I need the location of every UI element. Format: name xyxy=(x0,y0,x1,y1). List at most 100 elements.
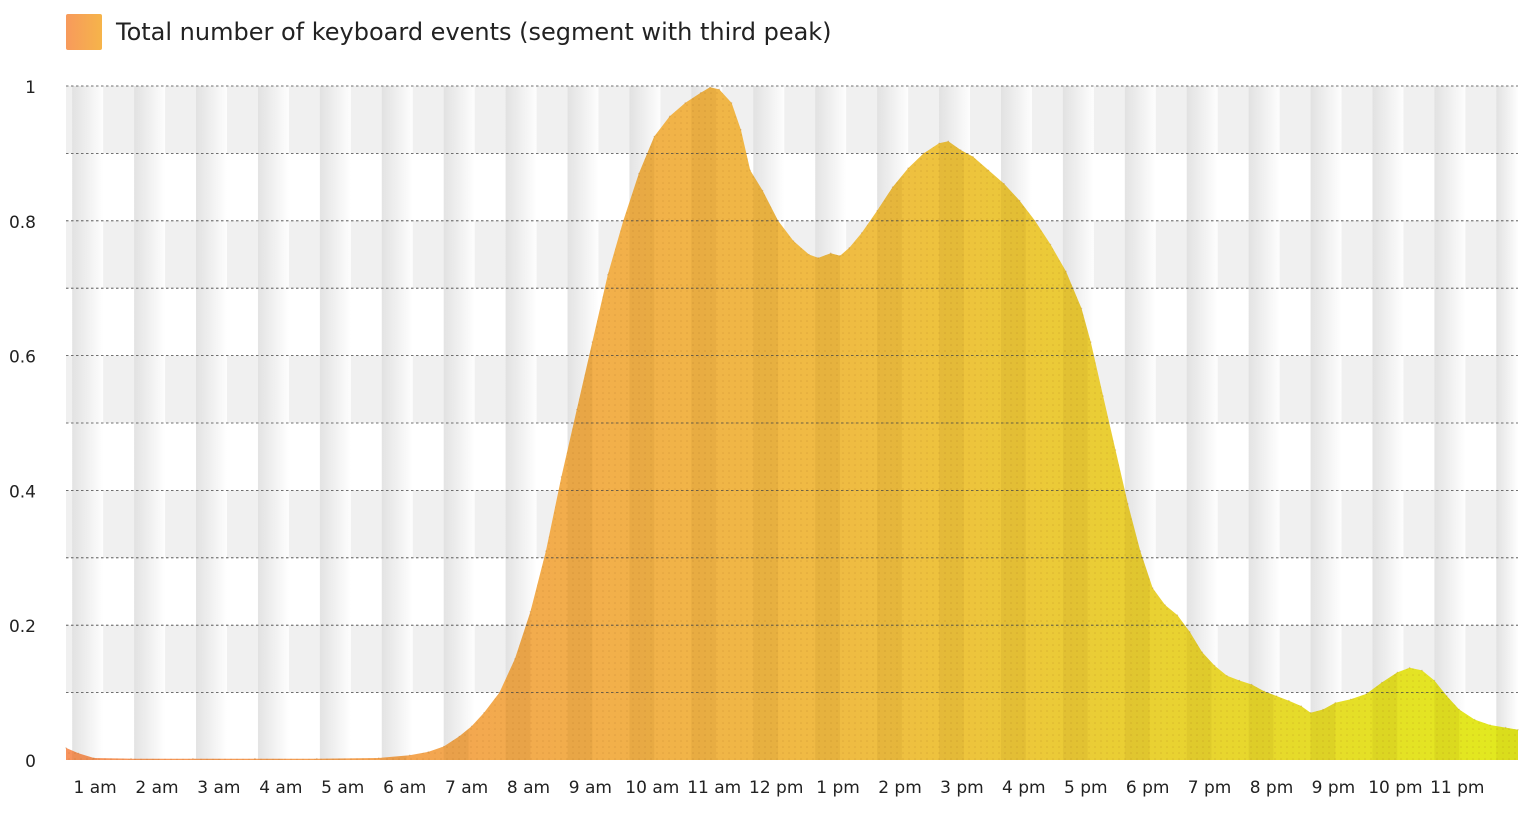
data-point xyxy=(545,550,547,552)
area-stripe xyxy=(939,87,964,760)
data-point xyxy=(1288,699,1290,702)
data-point xyxy=(987,169,990,172)
data-point xyxy=(192,757,194,760)
data-point xyxy=(938,142,940,145)
x-tick-label: 2 pm xyxy=(878,778,922,798)
data-point xyxy=(829,252,832,254)
x-tick-label: 8 am xyxy=(507,778,550,798)
data-point xyxy=(1164,604,1166,606)
data-point xyxy=(1018,199,1021,202)
data-point xyxy=(254,757,256,760)
x-tick-label: 11 pm xyxy=(1430,778,1484,798)
data-point xyxy=(607,273,609,276)
data-point xyxy=(316,757,318,760)
x-tick-label: 10 pm xyxy=(1368,778,1422,798)
data-point xyxy=(498,691,501,694)
data-point xyxy=(638,172,640,175)
data-point xyxy=(1102,395,1104,397)
data-point xyxy=(653,135,655,138)
x-tick-label: 4 am xyxy=(259,778,302,798)
legend-label: Total number of keyboard events (segment… xyxy=(116,18,832,46)
data-point xyxy=(1065,270,1067,273)
y-tick-label: 0.8 xyxy=(9,213,36,233)
data-point xyxy=(709,86,711,89)
data-point xyxy=(718,88,720,91)
data-point xyxy=(77,752,80,755)
x-tick-label: 2 am xyxy=(135,778,178,798)
data-point xyxy=(860,232,863,234)
data-point xyxy=(1080,307,1083,310)
column-band xyxy=(319,86,351,760)
data-point xyxy=(1365,693,1368,695)
data-point xyxy=(458,735,461,738)
area-stripe xyxy=(629,87,655,760)
data-point xyxy=(514,658,516,660)
x-tick-label: 3 pm xyxy=(940,778,984,798)
data-point xyxy=(1049,243,1052,246)
data-point xyxy=(1421,669,1423,672)
x-tick-label: 1 am xyxy=(73,778,116,798)
legend: Total number of keyboard events (segment… xyxy=(66,14,832,50)
x-tick-label: 10 am xyxy=(625,778,679,798)
y-tick-label: 1 xyxy=(25,78,36,98)
data-point xyxy=(1034,220,1036,222)
data-point xyxy=(93,757,95,759)
x-tick-label: 4 pm xyxy=(1002,778,1046,798)
x-tick-label: 5 am xyxy=(321,778,364,798)
data-point xyxy=(1473,718,1476,721)
data-point xyxy=(740,129,742,131)
data-point xyxy=(576,408,578,411)
data-point xyxy=(65,747,67,749)
data-point xyxy=(1139,550,1142,552)
data-point xyxy=(529,610,532,613)
data-point xyxy=(1334,701,1337,704)
data-point xyxy=(1189,631,1191,633)
x-tick-label: 7 pm xyxy=(1188,778,1232,798)
data-point xyxy=(1322,708,1324,711)
data-point xyxy=(848,247,851,249)
y-axis: 0 0.2 0.4 0.6 0.8 1 xyxy=(9,78,36,772)
y-tick-label: 0 xyxy=(25,752,36,772)
data-points xyxy=(65,86,1519,760)
data-point xyxy=(839,255,841,257)
data-point xyxy=(442,745,445,748)
x-axis: 1 am 2 am 3 am 4 am 5 am 6 am 7 am 8 am 9 am 10 a… xyxy=(73,778,1484,798)
data-point xyxy=(817,257,820,259)
x-tick-label: 5 pm xyxy=(1064,778,1108,798)
y-tick-label: 0.4 xyxy=(9,482,36,502)
x-tick-label: 3 am xyxy=(197,778,240,798)
data-point xyxy=(130,757,132,760)
data-point xyxy=(749,169,751,172)
series-area-texture xyxy=(66,87,1518,761)
data-point xyxy=(730,102,733,104)
data-point xyxy=(668,115,671,118)
y-tick-label: 0.2 xyxy=(9,617,36,637)
column-band xyxy=(134,86,166,760)
data-point xyxy=(891,186,894,188)
area-stripe xyxy=(691,87,717,760)
data-point xyxy=(1458,708,1460,711)
data-point xyxy=(591,341,594,343)
x-tick-label: 8 pm xyxy=(1250,778,1294,798)
data-point xyxy=(684,102,686,104)
data-point xyxy=(1176,614,1179,616)
column-band xyxy=(1248,86,1280,760)
data-point xyxy=(1114,449,1117,451)
data-point xyxy=(761,189,764,192)
x-tick-label: 11 am xyxy=(687,778,741,798)
column-band xyxy=(443,86,475,760)
data-point xyxy=(1446,695,1448,697)
data-point xyxy=(808,253,810,256)
data-point xyxy=(1275,695,1278,697)
data-point xyxy=(907,167,909,169)
data-point xyxy=(1408,666,1411,669)
data-point xyxy=(1396,671,1399,674)
legend-swatch xyxy=(66,14,102,50)
data-point xyxy=(1151,587,1154,589)
data-point xyxy=(1263,690,1265,693)
data-point xyxy=(560,476,563,478)
data-point xyxy=(792,240,795,242)
data-point xyxy=(427,751,430,753)
data-point xyxy=(1517,728,1519,731)
